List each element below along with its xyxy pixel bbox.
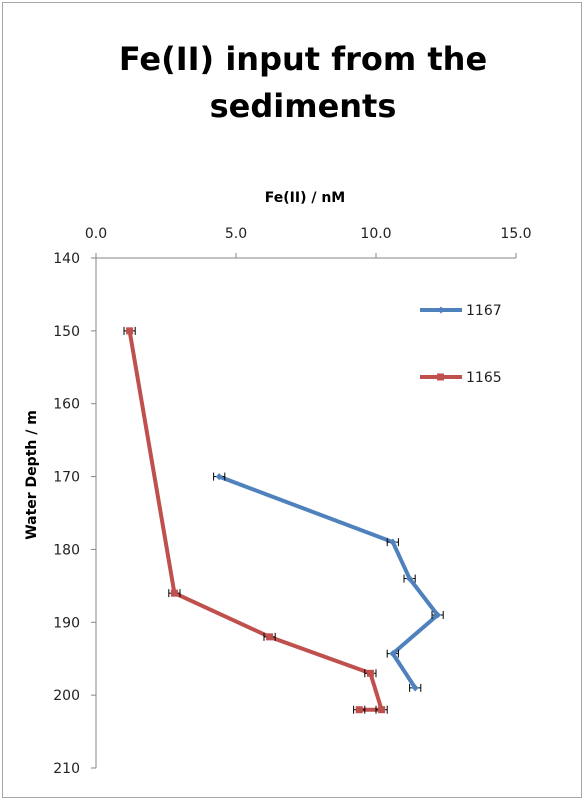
series-line-1167 [217, 474, 440, 690]
data-point [406, 575, 414, 583]
legend-entry-1165: 1165 [420, 370, 502, 386]
data-point [366, 669, 374, 677]
legend-label: 1167 [466, 303, 502, 319]
series-1165 [123, 326, 388, 714]
data-point [411, 684, 419, 692]
y-tick-label: 190 [53, 615, 80, 631]
y-tick-label: 170 [53, 470, 80, 486]
data-point [378, 706, 386, 714]
data-point [266, 633, 274, 641]
legend-marker [437, 373, 444, 381]
data-point [434, 611, 442, 619]
data-point [355, 706, 363, 714]
y-tick-label: 160 [53, 397, 80, 413]
data-point [126, 327, 134, 335]
data-point [215, 473, 223, 481]
data-point [389, 538, 397, 546]
x-tick-label: 15.0 [500, 226, 531, 242]
chart-title-line1: Fe(II) input from the [119, 40, 487, 78]
y-axis-title: Water Depth / m [24, 410, 40, 540]
series-1167 [213, 472, 444, 692]
legend-marker [437, 306, 445, 314]
y-tick-label: 210 [53, 761, 80, 777]
y-tick-label: 200 [53, 688, 80, 704]
legend-label: 1165 [466, 370, 502, 386]
x-tick-label: 0.0 [85, 226, 107, 242]
series-line-1165 [127, 328, 384, 712]
chart-title-line2: sediments [210, 87, 397, 125]
legend-entry-1167: 1167 [420, 303, 502, 319]
x-axis-title: Fe(II) / nM [265, 190, 345, 206]
data-point [170, 589, 178, 597]
x-tick-label: 5.0 [225, 226, 247, 242]
y-tick-label: 140 [53, 251, 80, 267]
y-tick-label: 150 [53, 324, 80, 340]
x-tick-label: 10.0 [360, 226, 391, 242]
data-point [389, 650, 397, 658]
y-tick-label: 180 [53, 542, 80, 558]
